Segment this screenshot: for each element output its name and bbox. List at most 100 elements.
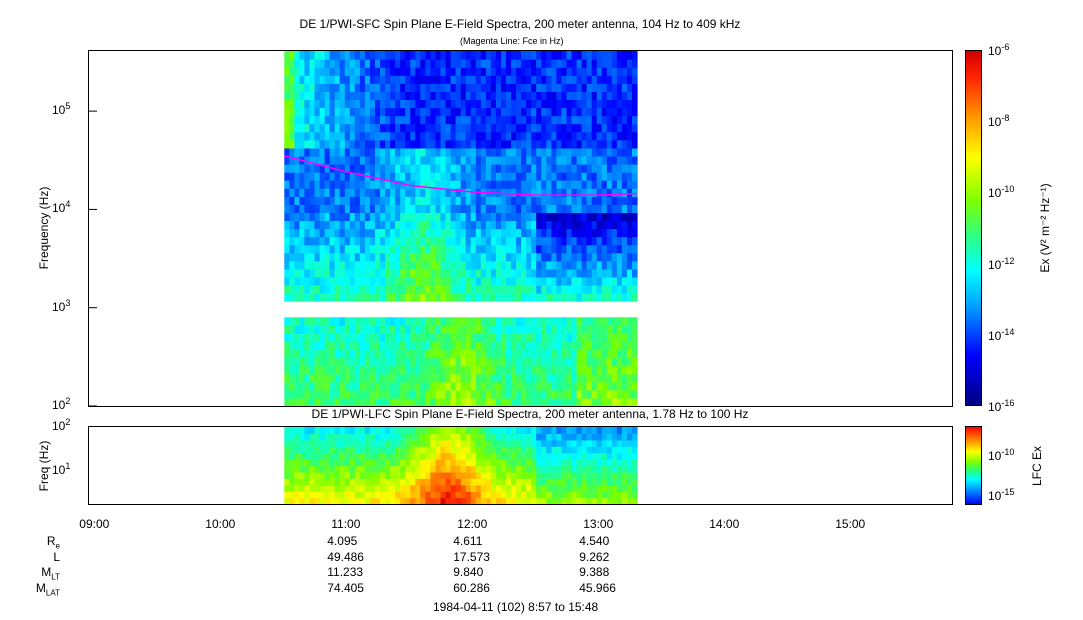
sfc-cell bbox=[571, 317, 578, 326]
sfc-cell bbox=[506, 115, 512, 125]
sfc-cell bbox=[475, 180, 482, 189]
sfc-cell bbox=[364, 397, 371, 406]
sfc-cell bbox=[294, 164, 300, 173]
sfc-cell bbox=[541, 341, 547, 351]
sfc-cell bbox=[299, 228, 305, 238]
sfc-cell bbox=[561, 397, 567, 406]
sfc-cell bbox=[470, 180, 477, 189]
lfc-cell bbox=[364, 497, 371, 504]
sfc-cell bbox=[627, 236, 633, 246]
lfc-cell bbox=[490, 465, 497, 473]
sfc-cell bbox=[490, 155, 497, 165]
sfc-cell bbox=[506, 260, 512, 270]
sfc-cell bbox=[395, 115, 401, 125]
sfc-cell bbox=[596, 204, 603, 213]
sfc-cell bbox=[349, 99, 356, 109]
sfc-cell bbox=[425, 196, 431, 205]
sfc-cell bbox=[329, 83, 336, 92]
sfc-cell bbox=[435, 317, 442, 326]
sfc-cell bbox=[632, 115, 638, 125]
sfc-cell bbox=[531, 220, 537, 230]
sfc-cell bbox=[521, 188, 527, 197]
sfc-cell bbox=[334, 91, 341, 100]
sfc-cell bbox=[606, 131, 613, 141]
sfc-cell bbox=[400, 389, 406, 399]
sfc-cell bbox=[375, 389, 381, 399]
sfc-cell bbox=[526, 268, 532, 278]
sfc-cell bbox=[526, 75, 532, 84]
sfc-cell bbox=[420, 196, 426, 205]
sfc-cell bbox=[465, 59, 472, 68]
sfc-cell bbox=[586, 131, 593, 141]
sfc-cell bbox=[410, 147, 416, 157]
lfc-cell bbox=[450, 433, 457, 441]
sfc-cell bbox=[319, 99, 326, 109]
sfc-cell bbox=[405, 397, 411, 406]
sfc-cell bbox=[319, 397, 326, 406]
sfc-cell bbox=[566, 268, 573, 278]
sfc-cell bbox=[425, 252, 431, 262]
sfc-cell bbox=[455, 228, 462, 238]
lfc-cell bbox=[400, 478, 406, 486]
sfc-cell bbox=[344, 365, 351, 375]
lfc-cell bbox=[329, 433, 336, 441]
sfc-cell bbox=[324, 325, 331, 334]
lfc-cell bbox=[480, 446, 487, 454]
sfc-cell bbox=[299, 381, 305, 391]
sfc-cell bbox=[435, 155, 442, 165]
sfc-cell bbox=[536, 220, 542, 230]
sfc-cell bbox=[526, 59, 532, 68]
lfc-cell bbox=[591, 439, 598, 447]
sfc-cell bbox=[526, 172, 532, 181]
sfc-cell bbox=[516, 349, 522, 359]
sfc-cell bbox=[632, 75, 638, 84]
sfc-cell bbox=[506, 99, 512, 109]
lfc-cell bbox=[455, 452, 462, 460]
lfc-cell bbox=[601, 452, 608, 460]
sfc-cell bbox=[440, 67, 447, 76]
sfc-cell bbox=[380, 349, 386, 359]
sfc-cell bbox=[309, 341, 316, 351]
sfc-cell bbox=[410, 349, 416, 359]
sfc-cell bbox=[364, 139, 371, 149]
sfc-cell bbox=[339, 381, 346, 391]
sfc-cell bbox=[425, 115, 431, 125]
sfc-cell bbox=[450, 59, 457, 68]
sfc-cell bbox=[531, 164, 537, 173]
sfc-cell bbox=[369, 276, 376, 286]
sfc-cell bbox=[324, 131, 331, 141]
time-range-footer: 1984-04-11 (102) 8:57 to 15:48 bbox=[433, 600, 599, 614]
sfc-cell bbox=[289, 67, 295, 76]
lfc-cell bbox=[546, 446, 552, 454]
sfc-cell bbox=[606, 220, 613, 230]
sfc-cell bbox=[339, 317, 346, 326]
ephemeris-row-label: MLAT bbox=[35, 580, 60, 597]
lfc-cell bbox=[294, 446, 300, 454]
sfc-cell bbox=[611, 59, 618, 68]
lfc-cell bbox=[375, 471, 381, 479]
sfc-cell bbox=[606, 91, 613, 100]
sfc-cell bbox=[531, 99, 537, 109]
sfc-cell bbox=[445, 204, 452, 213]
sfc-cell bbox=[495, 212, 502, 222]
lfc-cell bbox=[591, 446, 598, 454]
sfc-cell bbox=[430, 381, 436, 391]
lfc-cell bbox=[470, 446, 477, 454]
lfc-cell bbox=[521, 459, 527, 467]
sfc-cell bbox=[435, 397, 442, 406]
sfc-cell bbox=[344, 285, 351, 294]
sfc-cell bbox=[516, 67, 522, 76]
sfc-cell bbox=[455, 349, 462, 359]
sfc-cell bbox=[601, 389, 608, 399]
sfc-cell bbox=[601, 115, 608, 125]
sfc-cell bbox=[601, 220, 608, 230]
sfc-cell bbox=[611, 123, 618, 133]
sfc-cell bbox=[506, 349, 512, 359]
lfc-cell bbox=[369, 497, 376, 504]
sfc-cell bbox=[586, 381, 593, 391]
lfc-cell bbox=[616, 465, 623, 473]
sfc-cell bbox=[566, 115, 573, 125]
sfc-cell bbox=[495, 204, 502, 213]
sfc-cell bbox=[606, 196, 613, 205]
sfc-cell bbox=[284, 357, 290, 367]
